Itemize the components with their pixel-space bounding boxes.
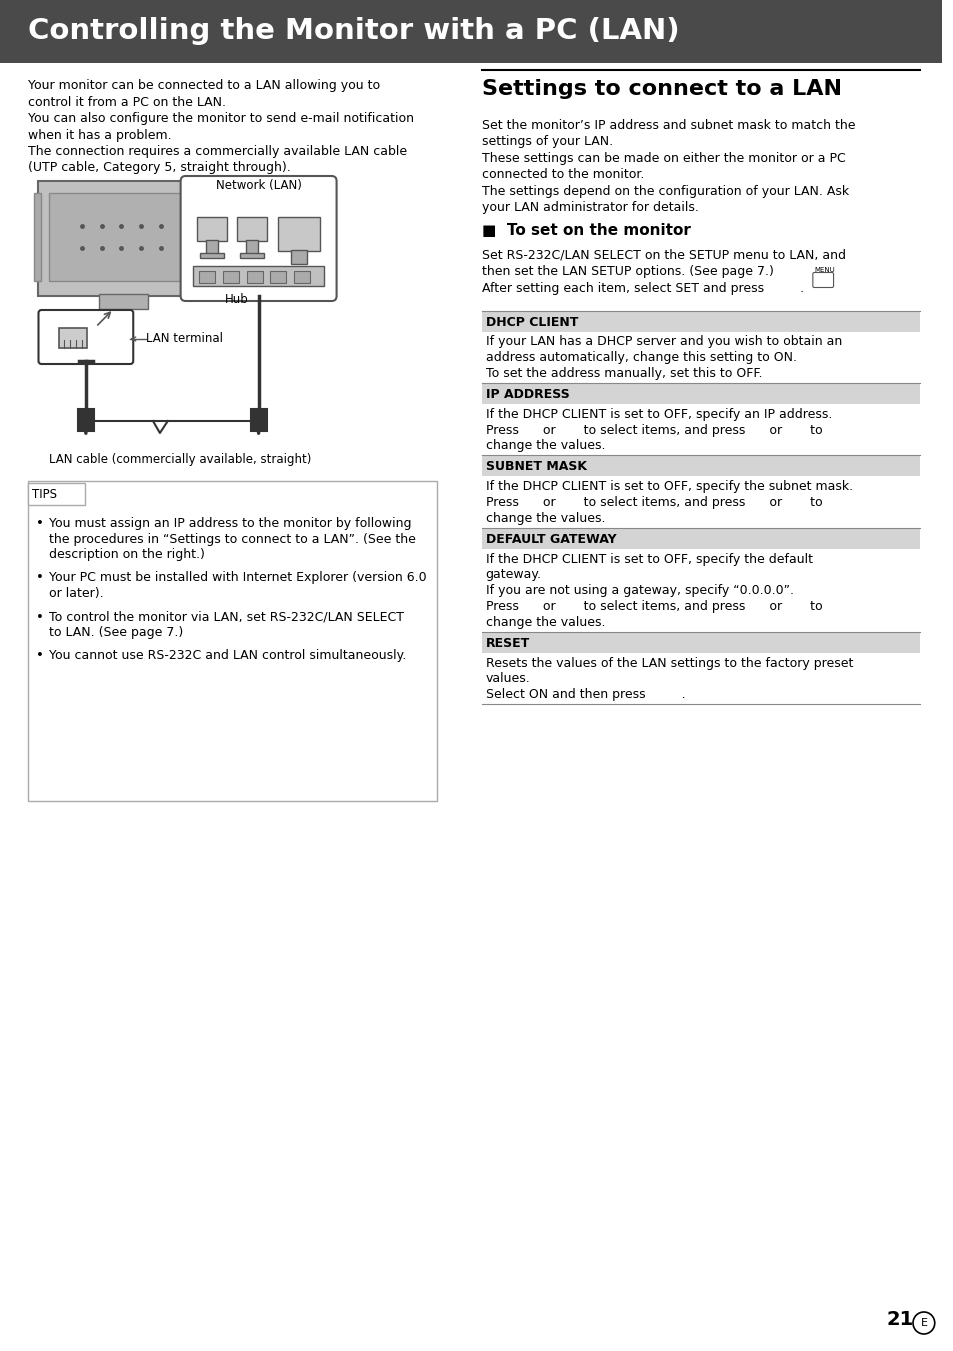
- FancyBboxPatch shape: [236, 218, 266, 240]
- FancyBboxPatch shape: [270, 272, 286, 282]
- Text: or later).: or later).: [50, 586, 104, 600]
- Text: The settings depend on the configuration of your LAN. Ask: The settings depend on the configuration…: [481, 185, 848, 199]
- Text: MENU: MENU: [814, 267, 834, 273]
- FancyBboxPatch shape: [180, 176, 336, 301]
- FancyBboxPatch shape: [193, 266, 323, 286]
- Text: Network (LAN): Network (LAN): [215, 178, 301, 192]
- Text: After setting each item, select SET and press         .: After setting each item, select SET and …: [481, 282, 803, 295]
- Text: Press      or       to select items, and press      or       to: Press or to select items, and press or t…: [485, 600, 821, 613]
- Text: change the values.: change the values.: [485, 512, 604, 526]
- Text: Resets the values of the LAN settings to the factory preset: Resets the values of the LAN settings to…: [485, 657, 852, 670]
- Text: connected to the monitor.: connected to the monitor.: [481, 169, 643, 181]
- Text: These settings can be made on either the monitor or a PC: These settings can be made on either the…: [481, 153, 844, 165]
- Text: IP ADDRESS: IP ADDRESS: [485, 388, 569, 401]
- Text: If your LAN has a DHCP server and you wish to obtain an: If your LAN has a DHCP server and you wi…: [485, 335, 841, 349]
- Text: change the values.: change the values.: [485, 439, 604, 453]
- Text: address automatically, change this setting to ON.: address automatically, change this setti…: [485, 351, 796, 365]
- Text: You can also configure the monitor to send e-mail notification: You can also configure the monitor to se…: [28, 112, 414, 126]
- Text: If the DHCP CLIENT is set to OFF, specify the default: If the DHCP CLIENT is set to OFF, specif…: [485, 553, 812, 566]
- FancyBboxPatch shape: [481, 311, 919, 331]
- Text: your LAN administrator for details.: your LAN administrator for details.: [481, 201, 698, 215]
- Text: DHCP CLIENT: DHCP CLIENT: [485, 316, 578, 328]
- FancyBboxPatch shape: [251, 409, 266, 431]
- Text: Select ON and then press         .: Select ON and then press .: [485, 688, 684, 701]
- Text: To set the address manually, set this to OFF.: To set the address manually, set this to…: [485, 367, 761, 380]
- Text: If the DHCP CLIENT is set to OFF, specify the subnet mask.: If the DHCP CLIENT is set to OFF, specif…: [485, 481, 852, 493]
- Text: If the DHCP CLIENT is set to OFF, specify an IP address.: If the DHCP CLIENT is set to OFF, specif…: [485, 408, 831, 422]
- Text: Hub: Hub: [225, 293, 249, 305]
- Text: settings of your LAN.: settings of your LAN.: [481, 135, 612, 149]
- Text: values.: values.: [485, 673, 530, 685]
- Text: then set the LAN SETUP options. (See page 7.): then set the LAN SETUP options. (See pag…: [481, 266, 773, 278]
- Text: You must assign an IP address to the monitor by following: You must assign an IP address to the mon…: [50, 517, 412, 530]
- Text: The connection requires a commercially available LAN cable: The connection requires a commercially a…: [28, 145, 406, 158]
- FancyBboxPatch shape: [247, 272, 262, 282]
- Text: 21: 21: [885, 1310, 913, 1329]
- FancyBboxPatch shape: [0, 0, 941, 63]
- FancyBboxPatch shape: [278, 218, 319, 251]
- FancyBboxPatch shape: [33, 193, 41, 281]
- Text: control it from a PC on the LAN.: control it from a PC on the LAN.: [28, 96, 226, 108]
- Text: •: •: [35, 571, 44, 585]
- Text: when it has a problem.: when it has a problem.: [28, 128, 172, 142]
- FancyBboxPatch shape: [38, 309, 133, 363]
- FancyBboxPatch shape: [481, 528, 919, 549]
- FancyBboxPatch shape: [294, 272, 310, 282]
- Text: •: •: [35, 611, 44, 624]
- FancyBboxPatch shape: [239, 253, 263, 258]
- FancyBboxPatch shape: [199, 272, 215, 282]
- Text: gateway.: gateway.: [485, 569, 541, 581]
- FancyBboxPatch shape: [203, 193, 211, 281]
- Text: Your monitor can be connected to a LAN allowing you to: Your monitor can be connected to a LAN a…: [28, 78, 379, 92]
- Text: Press      or       to select items, and press      or       to: Press or to select items, and press or t…: [485, 424, 821, 436]
- FancyBboxPatch shape: [291, 250, 307, 263]
- FancyBboxPatch shape: [206, 240, 218, 254]
- FancyBboxPatch shape: [197, 218, 227, 240]
- Text: Press      or       to select items, and press      or       to: Press or to select items, and press or t…: [485, 496, 821, 509]
- FancyBboxPatch shape: [481, 455, 919, 477]
- FancyBboxPatch shape: [246, 240, 257, 254]
- Text: TIPS: TIPS: [31, 488, 56, 500]
- Text: DEFAULT GATEWAY: DEFAULT GATEWAY: [485, 532, 616, 546]
- FancyBboxPatch shape: [812, 273, 833, 288]
- FancyBboxPatch shape: [481, 382, 919, 404]
- Text: Settings to connect to a LAN: Settings to connect to a LAN: [481, 78, 841, 99]
- Text: ■  To set on the monitor: ■ To set on the monitor: [481, 223, 690, 238]
- Text: LAN cable (commercially available, straight): LAN cable (commercially available, strai…: [50, 453, 312, 466]
- FancyBboxPatch shape: [223, 272, 238, 282]
- Text: You cannot use RS-232C and LAN control simultaneously.: You cannot use RS-232C and LAN control s…: [50, 650, 406, 662]
- Text: Set the monitor’s IP address and subnet mask to match the: Set the monitor’s IP address and subnet …: [481, 119, 854, 132]
- FancyBboxPatch shape: [37, 181, 207, 296]
- Text: Controlling the Monitor with a PC (LAN): Controlling the Monitor with a PC (LAN): [28, 18, 679, 45]
- Text: Your PC must be installed with Internet Explorer (version 6.0: Your PC must be installed with Internet …: [50, 571, 427, 585]
- Text: To control the monitor via LAN, set RS-232C/LAN SELECT: To control the monitor via LAN, set RS-2…: [50, 611, 404, 624]
- Text: •: •: [35, 517, 44, 530]
- FancyBboxPatch shape: [200, 253, 224, 258]
- Text: change the values.: change the values.: [485, 616, 604, 630]
- Text: Set RS-232C/LAN SELECT on the SETUP menu to LAN, and: Set RS-232C/LAN SELECT on the SETUP menu…: [481, 249, 844, 262]
- Text: E: E: [920, 1319, 926, 1328]
- Text: LAN terminal: LAN terminal: [146, 332, 223, 346]
- Text: the procedures in “Settings to connect to a LAN”. (See the: the procedures in “Settings to connect t…: [50, 532, 416, 546]
- Text: RESET: RESET: [485, 636, 529, 650]
- Text: If you are not using a gateway, specify “0.0.0.0”.: If you are not using a gateway, specify …: [485, 584, 793, 597]
- FancyBboxPatch shape: [98, 295, 148, 309]
- FancyBboxPatch shape: [481, 632, 919, 653]
- Text: SUBNET MASK: SUBNET MASK: [485, 461, 586, 473]
- Text: to LAN. (See page 7.): to LAN. (See page 7.): [50, 626, 183, 639]
- Text: (UTP cable, Category 5, straight through).: (UTP cable, Category 5, straight through…: [28, 162, 290, 174]
- FancyBboxPatch shape: [28, 484, 85, 505]
- Text: description on the right.): description on the right.): [50, 549, 205, 561]
- FancyBboxPatch shape: [78, 409, 93, 431]
- FancyBboxPatch shape: [59, 328, 87, 349]
- FancyBboxPatch shape: [28, 481, 436, 801]
- FancyBboxPatch shape: [50, 193, 195, 281]
- Text: •: •: [35, 650, 44, 662]
